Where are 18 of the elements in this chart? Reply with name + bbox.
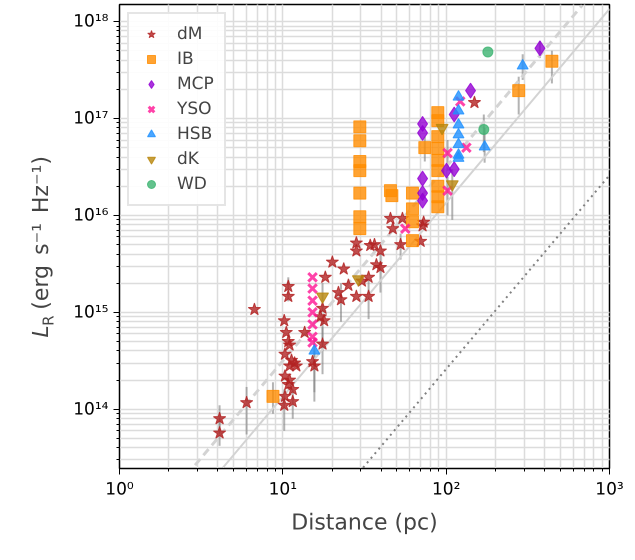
- y-tick-label: 10¹⁴: [73, 399, 109, 420]
- y-axis-title: LR (erg s⁻¹ Hz⁻¹): [29, 156, 58, 338]
- x-tick-label: 10²: [432, 480, 460, 500]
- x-axis-title: Distance (pc): [291, 510, 438, 536]
- y-tick-label: 10¹⁵: [73, 302, 109, 322]
- x-tick-label: 10³: [595, 480, 624, 500]
- legend-label: YSO: [177, 99, 212, 119]
- legend-label: MCP: [177, 74, 214, 94]
- legend-label: IB: [177, 49, 195, 69]
- y-tick-label: 10¹⁶: [73, 205, 109, 226]
- legend-label: WD: [177, 174, 207, 194]
- legend-label: HSB: [177, 124, 212, 144]
- legend-label: dM: [177, 24, 202, 44]
- y-tick-label: 10¹⁸: [73, 12, 109, 32]
- y-tick-label: 10¹⁷: [73, 108, 109, 128]
- x-tick-label: 10¹: [268, 480, 298, 500]
- legend-label: dK: [177, 149, 199, 169]
- x-tick-label: 10⁰: [105, 480, 134, 500]
